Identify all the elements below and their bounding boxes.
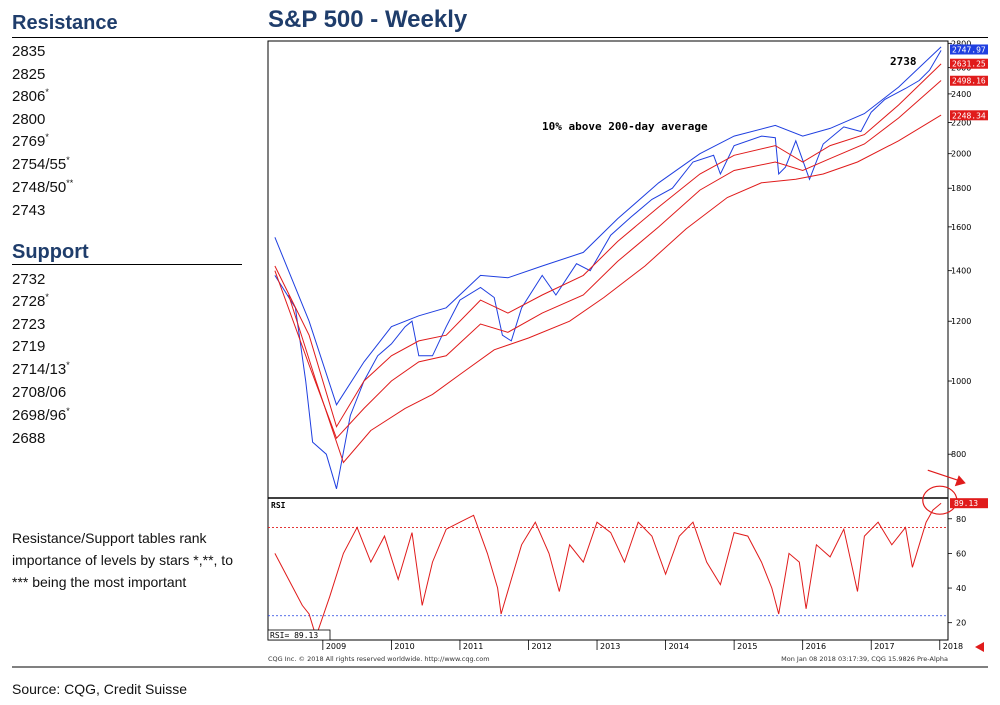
cqg-footer-left: CQG Inc. © 2018 All rights reserved worl… <box>268 655 490 663</box>
support-level: 2708/06 <box>12 384 67 401</box>
support-level: 2698/96* <box>12 406 70 424</box>
price-tag-label: 2747.97 <box>952 45 986 54</box>
x-tick-label: 2018 <box>943 642 963 651</box>
support-divider <box>12 264 242 265</box>
average-annotation: 10% above 200-day average <box>542 120 708 133</box>
rsi-readout: RSI= 89.13 <box>270 631 318 640</box>
top-divider <box>12 37 988 38</box>
price-series-line <box>274 80 942 440</box>
price-tag-box <box>950 58 988 69</box>
rsi-label: RSI <box>271 501 286 510</box>
cqg-footer-right: Mon Jan 08 2018 03:17:39, CQG 15.9826 Pr… <box>781 655 948 663</box>
price-tick-label: 800 <box>951 450 966 459</box>
support-level: 2723 <box>12 316 46 333</box>
price-tick-label: 2200 <box>951 118 971 127</box>
resistance-level: 2754/55* <box>12 155 70 173</box>
price-series-line <box>288 114 942 464</box>
price-series-line <box>274 46 942 406</box>
callout-label: 2738 <box>890 55 917 68</box>
price-tick-label: 2400 <box>951 90 971 99</box>
support-level: 2732 <box>12 271 46 288</box>
price-tag-label: 2248.34 <box>952 111 986 120</box>
chart-frame <box>267 40 949 641</box>
x-tick-label: 2016 <box>806 642 826 651</box>
support-level: 2728* <box>12 292 49 310</box>
scroll-arrow-icon[interactable] <box>975 642 984 652</box>
rsi-last-value: 89.13 <box>954 499 978 508</box>
resistance-level: 2835 <box>12 43 46 60</box>
resistance-heading: Resistance <box>12 12 118 34</box>
price-tick-label: 1600 <box>951 223 971 232</box>
stars-note: Resistance/Support tables rank importanc… <box>12 530 233 590</box>
rsi-tick-label: 40 <box>956 584 966 593</box>
support-level: 2719 <box>12 338 46 355</box>
rsi-last-value-box <box>950 498 988 509</box>
price-tick-label: 1200 <box>951 317 971 326</box>
rsi-tick-label: 60 <box>956 549 966 558</box>
price-series-line <box>274 50 942 489</box>
price-tick-label: 2000 <box>951 150 971 159</box>
resistance-level: 2769* <box>12 132 49 150</box>
x-tick-label: 2013 <box>600 642 620 651</box>
x-tick-label: 2012 <box>531 642 551 651</box>
highlight-arrow-shaft <box>927 469 958 481</box>
price-tick-label: 1000 <box>951 377 971 386</box>
price-tick-label: 1400 <box>951 267 971 276</box>
price-tag-label: 2498.16 <box>952 77 986 86</box>
resistance-level: 2806* <box>12 87 49 105</box>
support-heading: Support <box>12 241 89 263</box>
x-tick-label: 2011 <box>463 642 483 651</box>
resistance-level: 2748/50** <box>12 178 74 196</box>
x-tick-label: 2014 <box>669 642 689 651</box>
rsi-readout-box <box>267 629 331 641</box>
x-tick-label: 2017 <box>874 642 894 651</box>
rsi-tick-label: 20 <box>956 619 966 628</box>
x-tick-label: 2009 <box>326 642 346 651</box>
source-note: Source: CQG, Credit Suisse <box>12 681 188 697</box>
resistance-level: 2800 <box>12 111 46 128</box>
rsi-line <box>274 502 942 639</box>
resistance-level: 2743 <box>12 202 46 219</box>
price-tag-box <box>950 75 988 86</box>
chart-title: S&P 500 - Weekly <box>268 6 468 33</box>
price-tick-label: 1800 <box>951 184 971 193</box>
x-tick-label: 2015 <box>737 642 757 651</box>
highlight-arrow-icon <box>954 475 966 487</box>
price-series-line <box>274 63 942 428</box>
support-level: 2714/13* <box>12 360 70 378</box>
price-tag-label: 2631.25 <box>952 60 986 69</box>
resistance-level: 2825 <box>12 66 46 83</box>
x-tick-label: 2010 <box>394 642 414 651</box>
price-tag-box <box>950 44 988 55</box>
price-tick-label: 2800 <box>951 39 971 48</box>
rsi-tick-label: 80 <box>956 515 966 524</box>
price-tag-box <box>950 110 988 121</box>
support-level: 2688 <box>12 430 46 447</box>
